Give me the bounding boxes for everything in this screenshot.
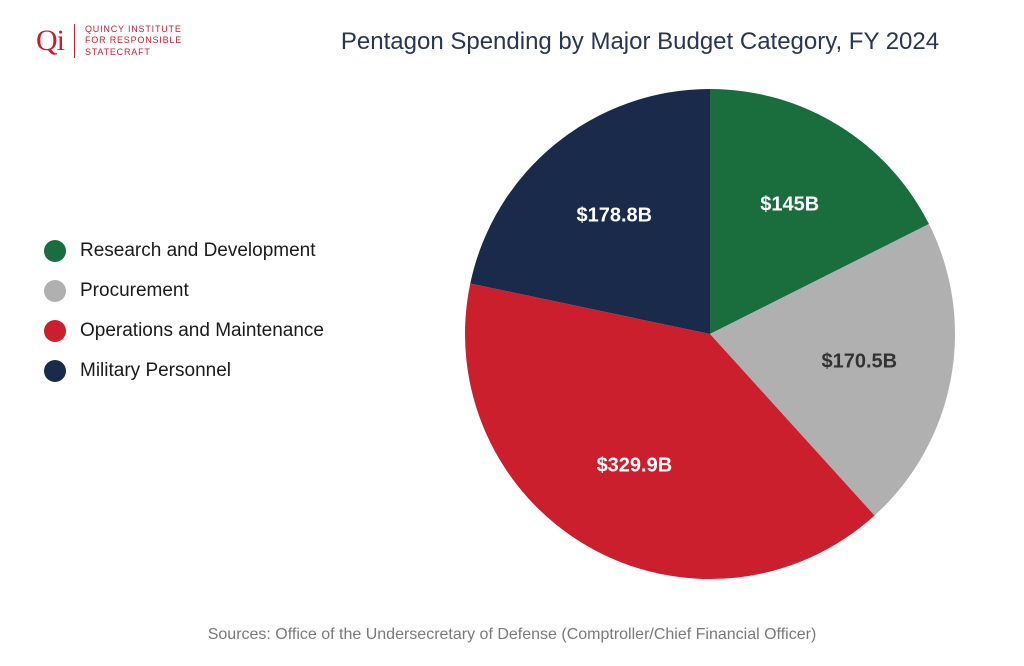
logo-org-name: QUINCY INSTITUTE FOR RESPONSIBLE STATECR… <box>85 24 182 58</box>
legend-item-research: Research and Development <box>44 240 324 262</box>
legend-swatch-personnel <box>44 360 66 382</box>
logo-line-3: STATECRAFT <box>85 47 182 58</box>
source-note: Sources: Office of the Undersecretary of… <box>0 626 1024 644</box>
brand-logo: Qi QUINCY INSTITUTE FOR RESPONSIBLE STAT… <box>36 24 182 58</box>
legend-label-operations: Operations and Maintenance <box>80 320 324 342</box>
legend-label-procurement: Procurement <box>80 280 189 302</box>
pie-svg <box>460 84 960 584</box>
legend-label-personnel: Military Personnel <box>80 360 231 382</box>
legend-swatch-operations <box>44 320 66 342</box>
pie-label-personnel: $178.8B <box>576 205 652 228</box>
legend-swatch-research <box>44 240 66 262</box>
logo-line-1: QUINCY INSTITUTE <box>85 24 182 35</box>
pie-label-operations: $329.9B <box>597 454 673 477</box>
legend-item-personnel: Military Personnel <box>44 360 324 382</box>
logo-line-2: FOR RESPONSIBLE <box>85 35 182 46</box>
legend: Research and Development Procurement Opera… <box>44 240 324 382</box>
legend-label-research: Research and Development <box>80 240 316 262</box>
pie-label-procurement: $170.5B <box>822 350 898 373</box>
pie-chart: $145B $170.5B $329.9B $178.8B <box>460 84 960 584</box>
logo-mark: Qi <box>36 24 64 58</box>
pie-label-research: $145B <box>760 193 819 216</box>
chart-title: Pentagon Spending by Major Budget Catego… <box>310 28 970 56</box>
legend-item-operations: Operations and Maintenance <box>44 320 324 342</box>
logo-divider <box>74 24 75 58</box>
legend-swatch-procurement <box>44 280 66 302</box>
legend-item-procurement: Procurement <box>44 280 324 302</box>
